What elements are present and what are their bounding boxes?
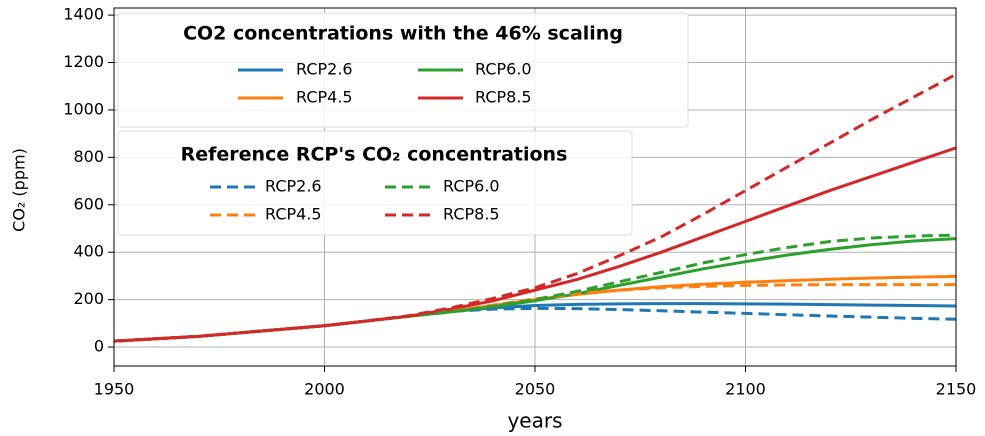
legend-label: RCP2.6: [296, 60, 353, 79]
x-tick-label: 1950: [94, 380, 135, 399]
x-tick-label: 2000: [304, 380, 345, 399]
legend-label: RCP8.5: [443, 205, 500, 224]
y-tick-label: 800: [73, 147, 104, 166]
x-tick-label: 2050: [515, 380, 556, 399]
legend-title: Reference RCP's CO₂ concentrations: [181, 144, 568, 166]
series-line: [113, 73, 957, 343]
legend-label: RCP4.5: [265, 205, 322, 224]
legend-box: [117, 130, 633, 236]
y-tick-label: 200: [73, 289, 104, 308]
y-tick-label: 1000: [63, 99, 104, 118]
legend-label: RCP6.0: [475, 60, 532, 79]
x-tick-label: 2100: [725, 380, 766, 399]
legend-label: RCP4.5: [296, 88, 353, 107]
y-tick-label: 600: [73, 194, 104, 213]
plot-frame: [113, 7, 957, 367]
legend-label: RCP2.6: [265, 177, 322, 196]
y-tick-label: 1400: [63, 5, 104, 24]
y-tick-label: 400: [73, 242, 104, 261]
legend-label: RCP6.0: [443, 177, 500, 196]
x-axis-label: years: [507, 409, 562, 433]
x-tick-label: 2150: [936, 380, 977, 399]
y-tick-label: 1200: [63, 52, 104, 71]
legend-label: RCP8.5: [475, 88, 532, 107]
y-axis-label: CO₂ (ppm): [10, 148, 29, 232]
legend-title: CO2 concentrations with the 46% scaling: [183, 23, 623, 45]
y-tick-label: 0: [94, 337, 104, 356]
